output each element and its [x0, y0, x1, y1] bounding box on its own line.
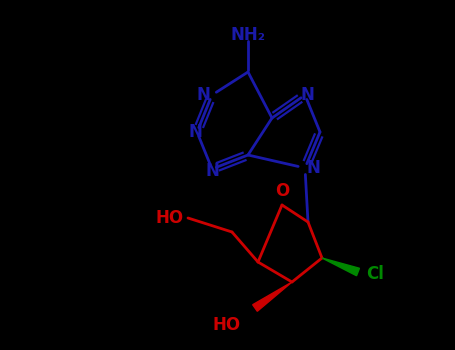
Polygon shape: [322, 258, 359, 276]
Text: N: N: [307, 159, 321, 177]
Text: HO: HO: [156, 209, 184, 227]
Text: NH₂: NH₂: [231, 26, 266, 44]
Text: N: N: [196, 86, 210, 104]
Text: N: N: [300, 86, 314, 104]
Text: N: N: [188, 123, 202, 141]
Polygon shape: [253, 282, 292, 311]
Text: N: N: [205, 162, 219, 180]
Text: HO: HO: [213, 316, 241, 334]
Text: Cl: Cl: [366, 265, 384, 283]
Text: O: O: [275, 182, 289, 200]
